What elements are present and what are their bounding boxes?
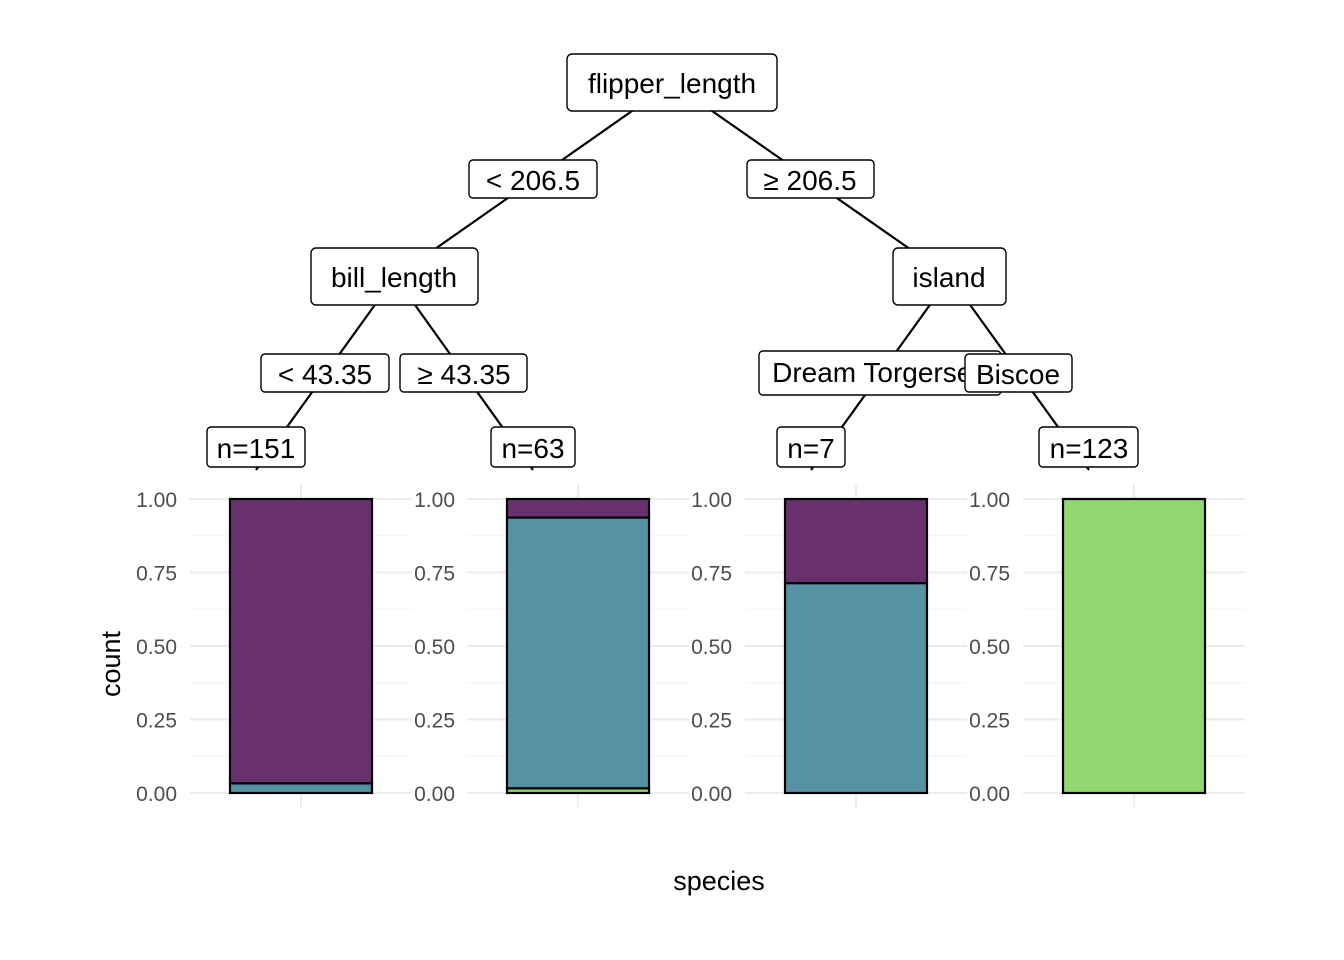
- bar-segment: [1061, 497, 1207, 795]
- leaf-panels: 0.00 0.25 0.50 0.75 1.00 0.00 0.25 0.50 0.75 1.00…: [136, 485, 1245, 807]
- y-axis-title: count: [96, 630, 126, 697]
- edge-label-left-leaf1: < 43.35: [260, 353, 390, 393]
- leaf-panel-4: 0.00 0.25 0.50 0.75 1.00: [969, 485, 1245, 807]
- y-tick-label: 0.00: [414, 783, 455, 806]
- node-root-label: flipper_length: [588, 68, 756, 99]
- node-right-label: island: [912, 262, 985, 293]
- node-left: bill_length: [310, 247, 479, 306]
- leaf-label-3-text: n=7: [787, 433, 835, 464]
- bar-segment: [783, 497, 929, 585]
- y-tick-label: 1.00: [136, 489, 177, 512]
- bar-segment: [783, 581, 929, 795]
- node-root: flipper_length: [566, 53, 778, 112]
- node-left-label: bill_length: [331, 262, 457, 293]
- edge-label-right-leaf4-text: Biscoe: [976, 359, 1060, 390]
- node-right: island: [892, 247, 1007, 306]
- bar-segment: [228, 497, 374, 785]
- edge-label-root-left-text: < 206.5: [486, 165, 580, 196]
- edge-label-right-leaf4: Biscoe: [964, 353, 1073, 393]
- edge-label-right-leaf3: Dream Torgersen: [758, 350, 1002, 396]
- y-tick-label: 1.00: [414, 489, 455, 512]
- y-tick-label: 0.50: [136, 636, 177, 659]
- y-tick-label: 0.50: [414, 636, 455, 659]
- y-tick-label: 0.50: [969, 636, 1010, 659]
- leaf-panel-2: 0.00 0.25 0.50 0.75 1.00: [414, 485, 689, 807]
- y-tick-label: 0.25: [136, 710, 177, 733]
- edge-label-root-left: < 206.5: [468, 159, 598, 199]
- leaf-label-4: n=123: [1038, 426, 1139, 468]
- y-tick-label: 0.25: [691, 710, 732, 733]
- edge-label-root-right-text: ≥ 206.5: [763, 165, 856, 196]
- leaf-label-1-text: n=151: [217, 433, 296, 464]
- y-tick-label: 0.25: [414, 710, 455, 733]
- leaf-panel-3: 0.00 0.25 0.50 0.75 1.00: [691, 485, 967, 807]
- leaf-label-2: n=63: [490, 426, 576, 468]
- y-tick-label: 0.00: [136, 783, 177, 806]
- bar-segment: [505, 516, 651, 790]
- edge-label-left-leaf1-text: < 43.35: [278, 359, 372, 390]
- y-tick-label: 1.00: [691, 489, 732, 512]
- y-tick-label: 0.75: [414, 563, 455, 586]
- leaf-label-4-text: n=123: [1050, 433, 1129, 464]
- y-tick-label: 1.00: [969, 489, 1010, 512]
- y-tick-label: 0.25: [969, 710, 1010, 733]
- leaf-label-2-text: n=63: [501, 433, 564, 464]
- edge-label-right-leaf3-text: Dream Torgersen: [772, 357, 988, 388]
- bar-segment: [505, 497, 651, 519]
- leaf-panel-1: 0.00 0.25 0.50 0.75 1.00: [136, 485, 412, 807]
- y-tick-label: 0.75: [136, 563, 177, 586]
- y-tick-label: 0.75: [969, 563, 1010, 586]
- y-tick-label: 0.00: [969, 783, 1010, 806]
- edge-label-left-leaf2: ≥ 43.35: [399, 353, 528, 393]
- leaf-label-1: n=151: [206, 426, 306, 468]
- bar-segment: [228, 782, 374, 795]
- y-tick-label: 0.00: [691, 783, 732, 806]
- edge-label-left-leaf2-text: ≥ 43.35: [417, 359, 510, 390]
- x-axis-title: species: [673, 866, 765, 896]
- leaf-label-3: n=7: [776, 426, 846, 468]
- edge-label-root-right: ≥ 206.5: [746, 159, 875, 199]
- y-tick-label: 0.75: [691, 563, 732, 586]
- y-tick-label: 0.50: [691, 636, 732, 659]
